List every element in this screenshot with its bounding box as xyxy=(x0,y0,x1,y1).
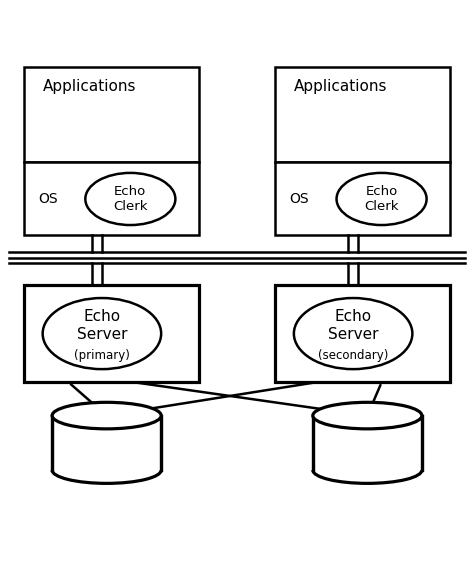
Text: Echo
Clerk: Echo Clerk xyxy=(365,185,399,213)
Ellipse shape xyxy=(85,173,175,225)
Ellipse shape xyxy=(313,402,422,429)
Bar xyxy=(24,67,199,162)
Text: (primary): (primary) xyxy=(74,349,130,362)
Text: (secondary): (secondary) xyxy=(318,349,388,362)
Text: OS: OS xyxy=(289,192,309,206)
Bar xyxy=(275,162,450,236)
Ellipse shape xyxy=(43,298,161,369)
Bar xyxy=(24,285,199,383)
Text: Echo
Clerk: Echo Clerk xyxy=(113,185,147,213)
Ellipse shape xyxy=(52,402,161,429)
Bar xyxy=(275,285,450,383)
Bar xyxy=(52,416,161,470)
Bar xyxy=(275,67,450,162)
Text: Echo
Server: Echo Server xyxy=(77,309,127,342)
Text: Echo
Server: Echo Server xyxy=(328,309,378,342)
Bar xyxy=(24,162,199,236)
Ellipse shape xyxy=(337,173,427,225)
Text: Applications: Applications xyxy=(43,79,136,94)
Text: OS: OS xyxy=(38,192,57,206)
Bar xyxy=(313,416,422,470)
Ellipse shape xyxy=(294,298,412,369)
Text: Applications: Applications xyxy=(294,79,387,94)
